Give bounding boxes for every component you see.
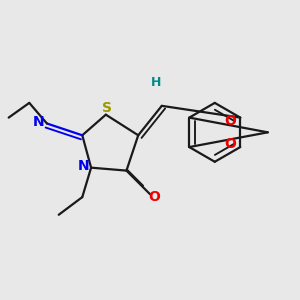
Text: N: N <box>78 159 90 173</box>
Text: O: O <box>224 114 236 128</box>
Text: S: S <box>102 101 112 115</box>
Text: N: N <box>32 115 44 129</box>
Text: O: O <box>224 136 236 151</box>
Text: H: H <box>151 76 161 89</box>
Text: O: O <box>148 190 160 204</box>
